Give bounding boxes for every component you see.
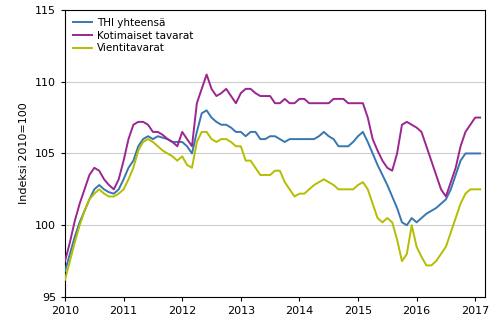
Kotimaiset tavarat xyxy=(267,94,273,98)
THI yhteensä xyxy=(72,235,78,239)
Vientitavarat xyxy=(384,216,390,220)
Kotimaiset tavarat xyxy=(72,219,78,223)
Vientitavarat xyxy=(72,241,78,245)
THI yhteensä xyxy=(204,108,210,112)
THI yhteensä xyxy=(106,190,112,194)
Vientitavarat xyxy=(62,278,68,282)
Kotimaiset tavarat xyxy=(384,166,390,170)
THI yhteensä xyxy=(62,269,68,273)
THI yhteensä xyxy=(418,216,424,220)
Line: Kotimaiset tavarat: Kotimaiset tavarat xyxy=(65,75,480,261)
Kotimaiset tavarat xyxy=(82,187,87,191)
Kotimaiset tavarat xyxy=(62,259,68,263)
Vientitavarat xyxy=(106,195,112,199)
Vientitavarat xyxy=(267,173,273,177)
Kotimaiset tavarat xyxy=(106,183,112,187)
Line: Vientitavarat: Vientitavarat xyxy=(65,132,480,280)
Line: THI yhteensä: THI yhteensä xyxy=(65,110,480,271)
Kotimaiset tavarat xyxy=(204,73,210,77)
THI yhteensä xyxy=(384,183,390,187)
Kotimaiset tavarat xyxy=(477,115,483,119)
Vientitavarat xyxy=(418,255,424,259)
THI yhteensä xyxy=(477,151,483,155)
THI yhteensä xyxy=(267,134,273,138)
Vientitavarat xyxy=(198,130,204,134)
Y-axis label: Indeksi 2010=100: Indeksi 2010=100 xyxy=(20,103,30,204)
Vientitavarat xyxy=(477,187,483,191)
THI yhteensä xyxy=(82,209,87,213)
Vientitavarat xyxy=(82,209,87,213)
Legend: THI yhteensä, Kotimaiset tavarat, Vientitavarat: THI yhteensä, Kotimaiset tavarat, Vienti… xyxy=(70,15,197,56)
Kotimaiset tavarat xyxy=(418,130,424,134)
